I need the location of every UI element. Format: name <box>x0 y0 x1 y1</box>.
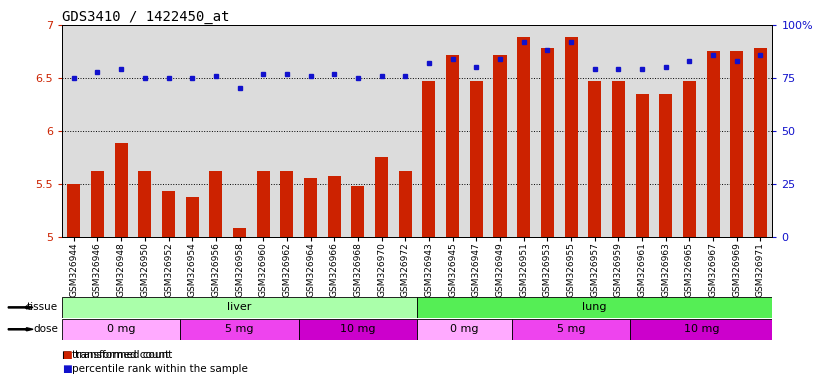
Bar <box>62 319 180 340</box>
Bar <box>375 157 388 237</box>
Bar <box>351 186 364 237</box>
Bar <box>257 171 270 237</box>
Text: ■ transformed count: ■ transformed count <box>62 350 172 360</box>
Bar <box>417 297 772 318</box>
Bar <box>186 197 199 237</box>
Bar <box>304 178 317 237</box>
Text: 5 mg: 5 mg <box>225 324 254 334</box>
Text: liver: liver <box>227 302 252 313</box>
Bar <box>62 297 417 318</box>
Bar <box>754 48 767 237</box>
Text: transformed count: transformed count <box>72 350 169 360</box>
Bar <box>328 176 341 237</box>
Bar <box>612 81 625 237</box>
Bar <box>493 55 506 237</box>
Bar <box>630 319 772 340</box>
Bar <box>730 51 743 237</box>
Bar <box>91 171 104 237</box>
Text: 10 mg: 10 mg <box>340 324 376 334</box>
Bar <box>67 184 80 237</box>
Bar <box>470 81 483 237</box>
Bar <box>138 171 151 237</box>
Bar <box>635 94 648 237</box>
Bar <box>541 48 554 237</box>
Bar <box>180 319 299 340</box>
Text: tissue: tissue <box>26 302 58 313</box>
Bar <box>588 81 601 237</box>
Bar <box>683 81 696 237</box>
Text: 0 mg: 0 mg <box>107 324 135 334</box>
Text: 0 mg: 0 mg <box>450 324 479 334</box>
Text: percentile rank within the sample: percentile rank within the sample <box>72 364 248 374</box>
Text: dose: dose <box>33 324 58 334</box>
Bar <box>115 144 128 237</box>
Bar <box>512 319 630 340</box>
Bar <box>564 36 577 237</box>
Text: GDS3410 / 1422450_at: GDS3410 / 1422450_at <box>62 10 230 24</box>
Text: 10 mg: 10 mg <box>684 324 719 334</box>
Bar <box>299 319 417 340</box>
Bar <box>422 81 435 237</box>
Text: lung: lung <box>582 302 607 313</box>
Bar <box>399 171 412 237</box>
Bar <box>209 171 222 237</box>
Bar <box>233 228 246 237</box>
Bar <box>446 55 459 237</box>
Bar <box>517 36 530 237</box>
Bar <box>659 94 672 237</box>
Text: ■: ■ <box>62 364 72 374</box>
Bar <box>280 171 293 237</box>
Bar <box>706 51 719 237</box>
Text: 5 mg: 5 mg <box>557 324 586 334</box>
Bar <box>162 191 175 237</box>
Bar <box>417 319 512 340</box>
Text: ■: ■ <box>62 350 72 360</box>
